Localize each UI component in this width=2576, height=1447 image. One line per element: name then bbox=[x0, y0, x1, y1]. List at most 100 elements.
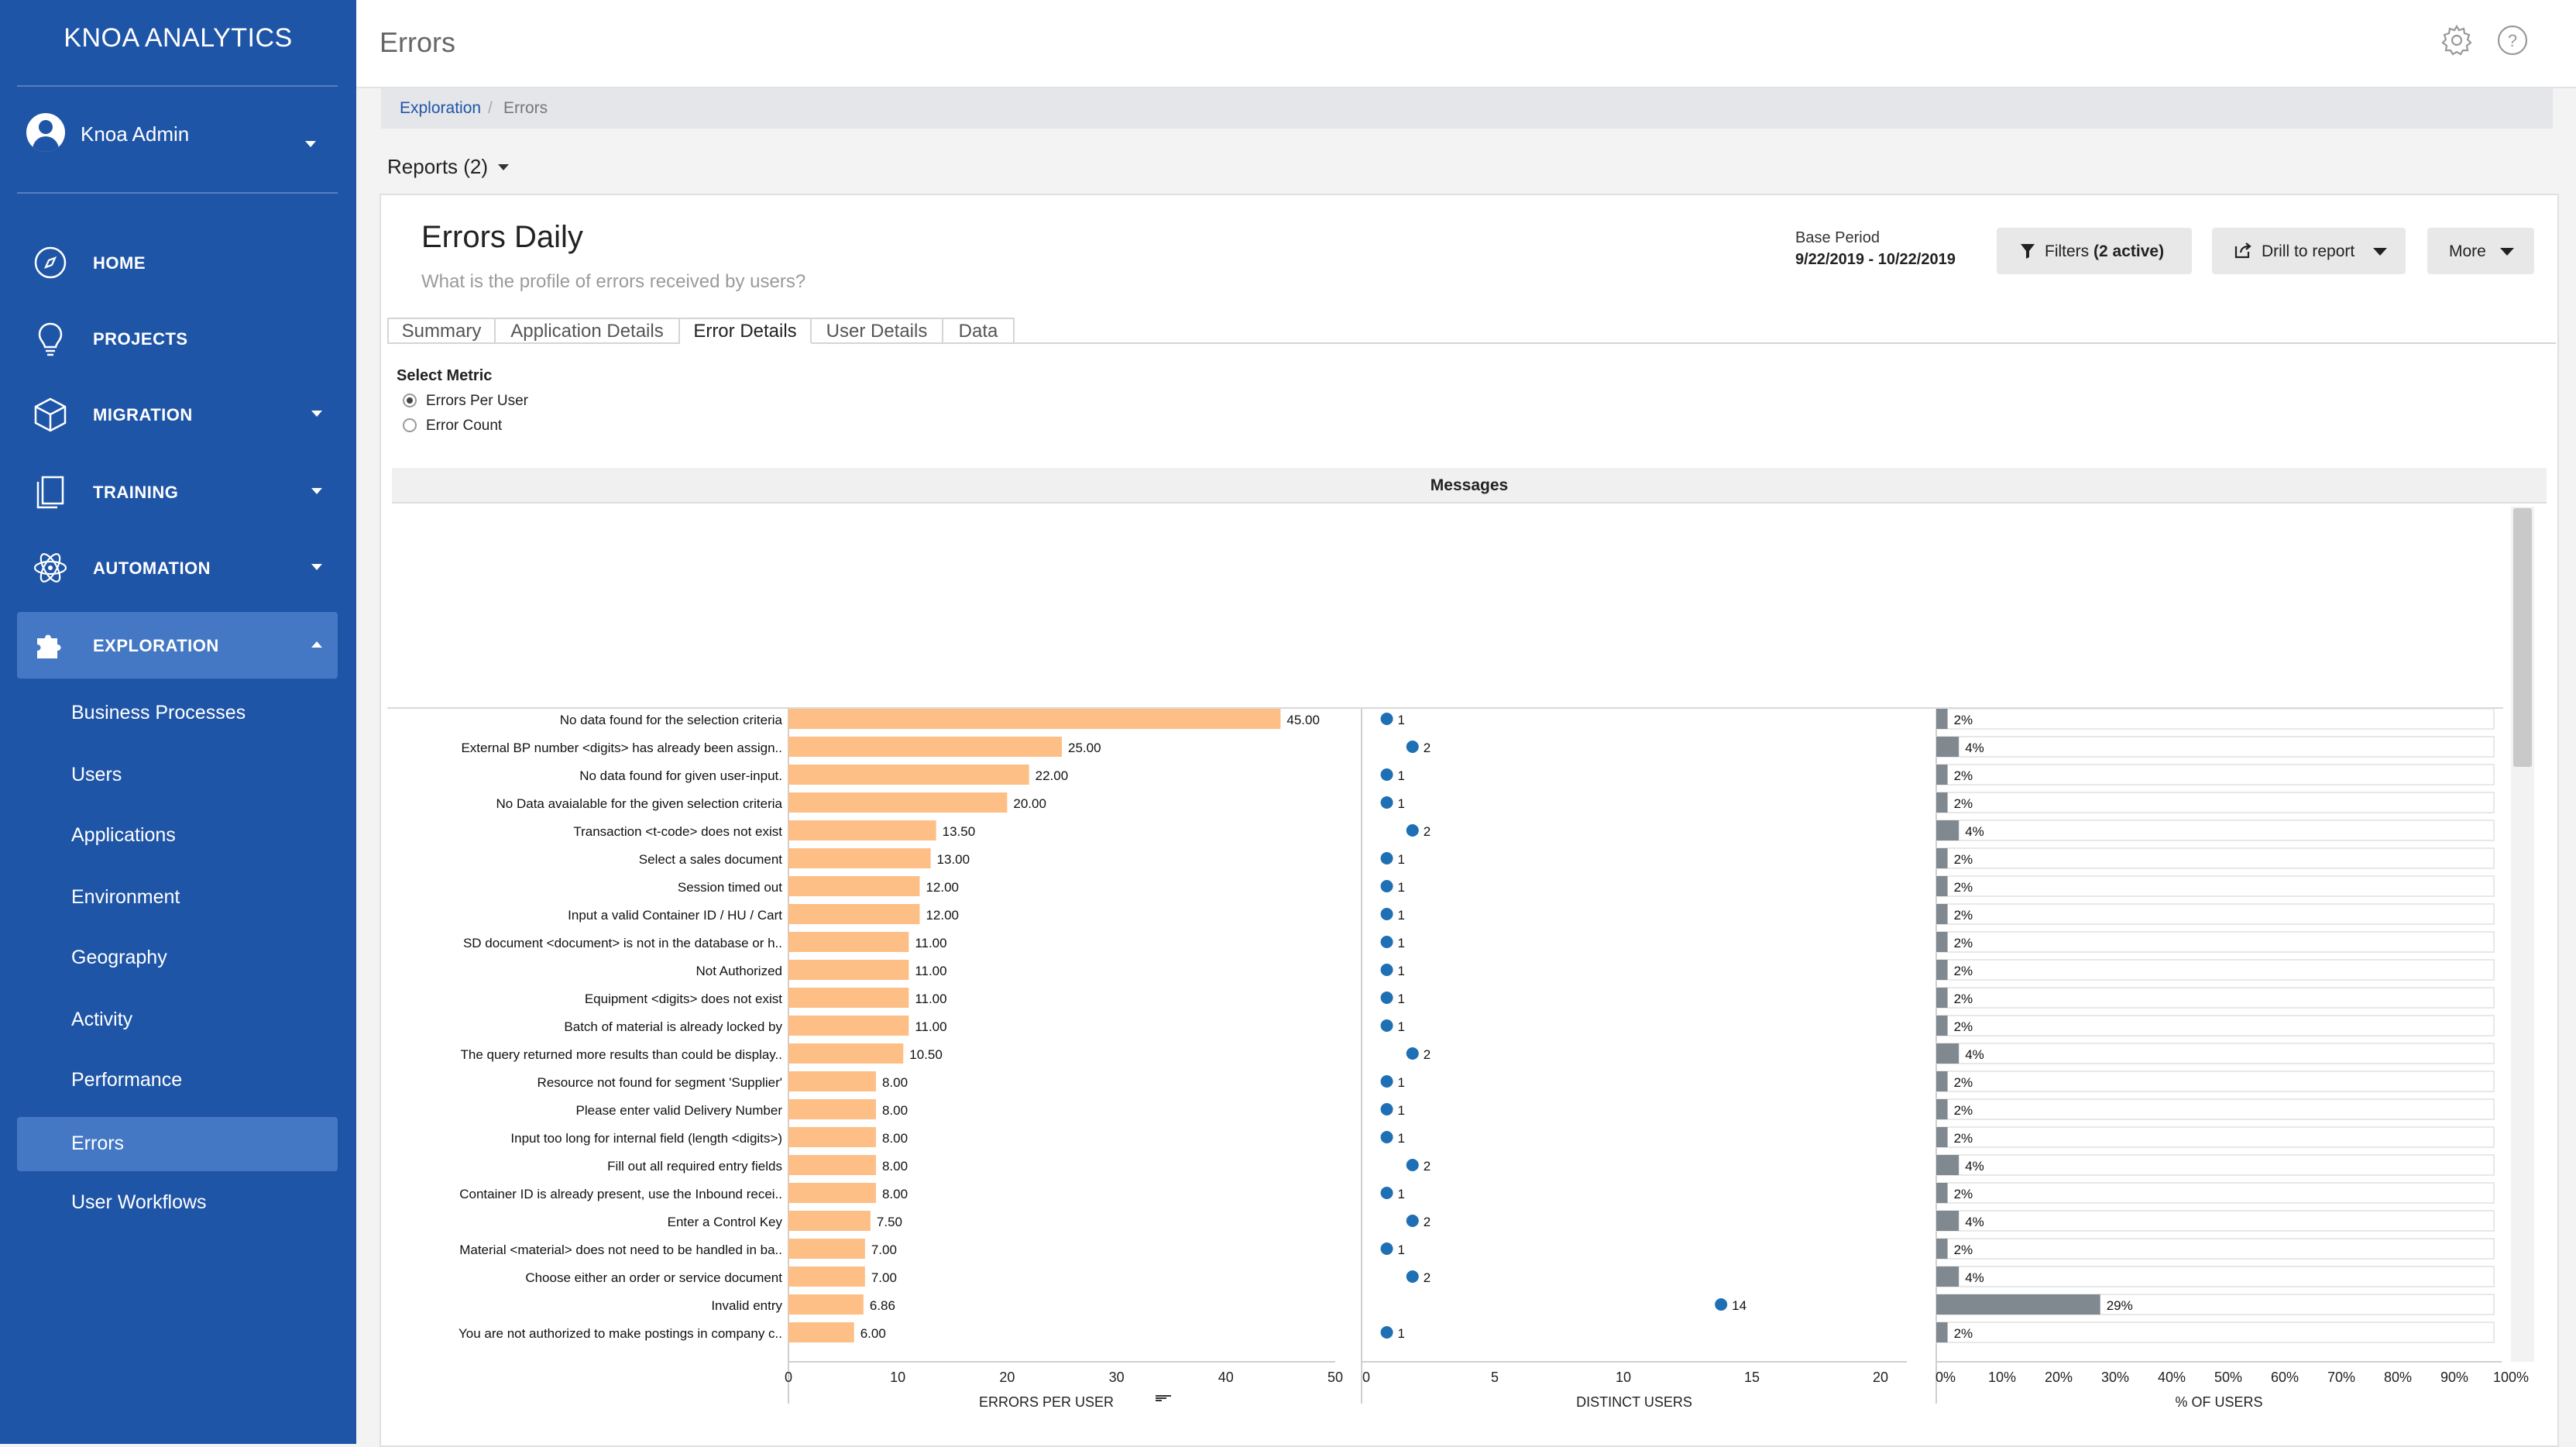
puzzle-icon bbox=[37, 634, 61, 658]
subnav-item-errors[interactable]: Errors bbox=[17, 1117, 338, 1171]
sort-icon[interactable] bbox=[1156, 1395, 1171, 1401]
distinct-users-dot bbox=[1380, 908, 1393, 920]
distinct-users-dot bbox=[1380, 964, 1393, 976]
pct-users-bar bbox=[1936, 1155, 1959, 1175]
pct-users-bar bbox=[1936, 1183, 1948, 1203]
category-label: The query returned more results than cou… bbox=[461, 1047, 782, 1062]
pct-users-label: 2% bbox=[1954, 1075, 1973, 1090]
distinct-users-dot bbox=[1406, 1047, 1419, 1060]
distinct-users-label: 2 bbox=[1424, 1215, 1431, 1229]
pct-users-track bbox=[1935, 764, 2495, 785]
chevron-down-icon bbox=[2373, 248, 2387, 256]
errors-per-user-bar bbox=[788, 820, 936, 840]
category-label: Fill out all required entry fields bbox=[607, 1159, 782, 1174]
distinct-users-dot bbox=[1406, 1159, 1419, 1171]
gear-icon[interactable] bbox=[2440, 23, 2474, 57]
pct-users-track bbox=[1935, 1154, 2495, 1176]
pct-users-track bbox=[1935, 792, 2495, 813]
distinct-users-label: 1 bbox=[1398, 713, 1405, 727]
category-label: Transaction <t-code> does not exist bbox=[573, 824, 782, 839]
category-label: Not Authorized bbox=[696, 964, 782, 978]
subnav-item-user-workflows[interactable]: User Workflows bbox=[71, 1191, 207, 1213]
errors-per-user-label: 13.00 bbox=[937, 852, 970, 867]
scrollbar-thumb[interactable] bbox=[2513, 508, 2532, 767]
distinct-users-dot bbox=[1380, 1019, 1393, 1032]
tab-application-details[interactable]: Application Details bbox=[496, 318, 680, 342]
errors-per-user-label: 11.00 bbox=[915, 992, 946, 1006]
x-axis-title: % OF USERS bbox=[2175, 1394, 2262, 1410]
nav-item-automation[interactable]: AUTOMATION bbox=[17, 534, 338, 601]
drill-to-report-button[interactable]: Drill to report bbox=[2212, 228, 2406, 274]
distinct-users-label: 1 bbox=[1398, 1075, 1405, 1090]
errors-per-user-label: 25.00 bbox=[1068, 741, 1101, 755]
pct-users-bar bbox=[1936, 1099, 1948, 1119]
pct-users-bar bbox=[1936, 1127, 1948, 1147]
nav-item-exploration[interactable]: EXPLORATION bbox=[17, 612, 338, 679]
subnav-item-applications[interactable]: Applications bbox=[71, 824, 176, 846]
subnav-item-environment[interactable]: Environment bbox=[71, 886, 180, 908]
errors-per-user-label: 7.00 bbox=[871, 1270, 897, 1285]
subnav-item-business-processes[interactable]: Business Processes bbox=[71, 702, 246, 724]
radio-button[interactable] bbox=[403, 394, 417, 407]
more-button[interactable]: More bbox=[2427, 228, 2534, 274]
select-metric-title: Select Metric bbox=[397, 367, 493, 384]
errors-per-user-bar bbox=[788, 765, 1029, 785]
errors-per-user-label: 12.00 bbox=[926, 908, 959, 923]
nav-item-home[interactable]: HOME bbox=[17, 229, 338, 296]
errors-per-user-label: 7.50 bbox=[877, 1215, 902, 1229]
tab-data[interactable]: Data bbox=[943, 318, 1015, 342]
pct-users-bar bbox=[1936, 1322, 1948, 1342]
divider bbox=[17, 85, 338, 87]
reports-dropdown[interactable]: Reports (2) bbox=[387, 155, 510, 179]
chevron-down-icon bbox=[311, 564, 322, 570]
tab-summary[interactable]: Summary bbox=[387, 318, 496, 342]
nav-item-migration[interactable]: MIGRATION bbox=[17, 381, 338, 448]
pct-users-track bbox=[1935, 959, 2495, 981]
chevron-down-icon bbox=[2500, 248, 2514, 256]
more-label: More bbox=[2449, 242, 2486, 260]
pct-users-track bbox=[1935, 1238, 2495, 1260]
pct-users-track bbox=[1935, 875, 2495, 897]
errors-per-user-bar bbox=[788, 960, 909, 980]
subnav-item-users[interactable]: Users bbox=[71, 764, 122, 785]
x-tick-label: 50% bbox=[2214, 1370, 2242, 1385]
nav-item-projects[interactable]: PROJECTS bbox=[17, 305, 338, 372]
pct-users-bar bbox=[1936, 765, 1948, 785]
errors-per-user-label: 6.86 bbox=[870, 1298, 895, 1313]
base-period-label: Base Period bbox=[1795, 229, 1880, 246]
filter-icon bbox=[2021, 244, 2035, 259]
distinct-users-label: 1 bbox=[1398, 768, 1405, 783]
category-label: Select a sales document bbox=[639, 852, 782, 867]
errors-per-user-bar bbox=[788, 1127, 876, 1147]
tab-error-details[interactable]: Error Details bbox=[680, 318, 812, 344]
distinct-users-dot bbox=[1380, 1242, 1393, 1255]
distinct-users-label: 2 bbox=[1424, 1159, 1431, 1174]
x-tick-label: 80% bbox=[2384, 1370, 2412, 1385]
category-label: Enter a Control Key bbox=[668, 1215, 783, 1229]
filters-button[interactable]: Filters (2 active) bbox=[1997, 228, 2192, 274]
user-menu[interactable]: Knoa Admin bbox=[26, 113, 328, 163]
pct-users-label: 4% bbox=[1965, 824, 1984, 839]
nav-label: PROJECTS bbox=[93, 329, 188, 349]
errors-per-user-label: 8.00 bbox=[882, 1159, 908, 1174]
pct-users-label: 2% bbox=[1954, 1326, 1973, 1341]
pct-users-bar bbox=[1936, 876, 1948, 896]
x-tick-label: 60% bbox=[2271, 1370, 2299, 1385]
tab-user-details[interactable]: User Details bbox=[812, 318, 943, 342]
report-tabs: Summary Application Details Error Detail… bbox=[387, 318, 2556, 344]
filters-label: Filters (2 active) bbox=[2045, 242, 2165, 260]
nav-item-training[interactable]: TRAINING bbox=[17, 459, 338, 525]
x-tick-label: 0 bbox=[785, 1370, 792, 1385]
page-title: Errors bbox=[380, 26, 455, 58]
subnav-item-performance[interactable]: Performance bbox=[71, 1069, 183, 1091]
x-tick-label: 40 bbox=[1218, 1370, 1234, 1385]
errors-per-user-bar bbox=[788, 1183, 876, 1203]
radio-button[interactable] bbox=[403, 418, 417, 432]
atom-icon bbox=[33, 553, 67, 583]
subnav-item-activity[interactable]: Activity bbox=[71, 1009, 133, 1030]
category-label: No Data avaialable for the given selecti… bbox=[496, 796, 783, 811]
breadcrumb-link-exploration[interactable]: Exploration bbox=[400, 99, 482, 117]
errors-per-user-label: 8.00 bbox=[882, 1075, 908, 1090]
help-icon[interactable]: ? bbox=[2495, 23, 2530, 57]
subnav-item-geography[interactable]: Geography bbox=[71, 947, 167, 968]
